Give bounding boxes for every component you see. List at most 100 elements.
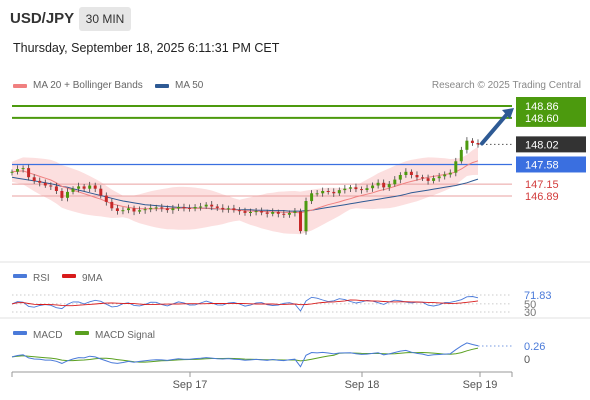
rsi-level-30-label: 30 <box>524 307 536 319</box>
candle-body <box>387 184 391 188</box>
candle-body <box>138 210 142 212</box>
candle-body <box>54 186 58 191</box>
candle-body <box>382 182 386 188</box>
candle-body <box>304 201 308 232</box>
macd-zero-label: 0 <box>524 354 530 366</box>
candle-body <box>404 171 408 175</box>
candle-body <box>310 193 314 202</box>
candle-body <box>282 213 286 215</box>
candle-body <box>265 212 269 214</box>
datetime-label: Thursday, September 18, 2025 6:11:31 PM … <box>13 41 280 55</box>
candle-body <box>210 204 214 207</box>
candle-body <box>243 211 247 213</box>
candle-body <box>60 191 64 198</box>
candle-body <box>104 195 108 202</box>
symbol-title: USD/JPY <box>10 10 75 27</box>
candle-body <box>21 168 25 170</box>
candle-body <box>332 191 336 194</box>
x-axis-tick-label: Sep 17 <box>173 379 208 391</box>
candle-body <box>232 208 236 211</box>
candle-body <box>204 204 208 207</box>
candle-body <box>193 207 197 209</box>
candle-body <box>326 191 330 192</box>
candle-body <box>43 182 47 186</box>
candle-body <box>476 143 480 145</box>
candle-body <box>176 207 180 209</box>
candle-body <box>93 185 97 189</box>
rsi-swatch-icon <box>13 274 27 278</box>
candle-body <box>470 140 474 143</box>
candle-body <box>171 208 175 211</box>
candle-body <box>443 174 447 177</box>
candle-body <box>115 208 119 211</box>
ma20-legend-label: MA 20 + Bollinger Bands <box>33 80 143 91</box>
candle-body <box>371 185 375 189</box>
macd-value-label: 0.26 <box>524 341 545 353</box>
candle-body <box>321 191 325 194</box>
target-level-label: 148.60 <box>525 113 559 125</box>
candle-body <box>82 186 86 189</box>
candle-body <box>254 211 258 213</box>
candle-body <box>32 177 36 181</box>
candle-body <box>299 211 302 232</box>
candle-body <box>66 191 69 198</box>
candle-body <box>221 207 225 210</box>
target-arrow-line <box>480 111 510 146</box>
candle-body <box>71 188 75 192</box>
rsi-level-50-label: 50 <box>524 299 536 311</box>
macd-swatch-icon <box>13 331 27 335</box>
candle-body <box>149 207 153 210</box>
candle-body <box>454 161 458 173</box>
x-axis-tick-label: Sep 19 <box>463 379 498 391</box>
target-arrow-head <box>502 108 514 119</box>
support-level-label: 147.15 <box>525 179 559 191</box>
candle-body <box>165 208 169 211</box>
rsi-legend-label: RSI <box>33 273 50 284</box>
candle-body <box>360 189 363 191</box>
macd-signal-legend-label: MACD Signal <box>95 330 155 341</box>
candle-body <box>16 169 19 172</box>
candle-body <box>426 178 430 181</box>
candle-body <box>160 207 164 209</box>
candle-body <box>249 212 252 213</box>
candle-body <box>437 176 441 179</box>
candle-body <box>188 207 191 209</box>
x-axis-tick-label: Sep 18 <box>345 379 380 391</box>
last-price-label: 148.02 <box>525 139 559 151</box>
candle-body <box>182 207 186 208</box>
pivot-level-label: 147.58 <box>525 159 559 171</box>
candle-body <box>409 171 413 175</box>
candle-body <box>365 188 369 190</box>
macd-signal-swatch-icon <box>75 331 89 335</box>
candle-body <box>199 206 203 208</box>
timeframe-button[interactable]: 30 MIN <box>79 7 131 31</box>
candle-body <box>354 187 358 190</box>
candle-body <box>343 188 347 191</box>
candle-body <box>132 208 136 212</box>
support-level-label: 146.89 <box>525 191 559 203</box>
candle-body <box>27 168 31 178</box>
rsi-line <box>11 296 479 312</box>
rsi-ma-legend-label: 9MA <box>82 273 103 284</box>
target-levels-badge <box>516 97 586 127</box>
macd-signal-line <box>11 347 479 363</box>
candle-body <box>77 186 81 189</box>
candle-body <box>88 185 92 189</box>
candle-body <box>110 201 114 209</box>
candle-body <box>38 180 42 183</box>
rsi-value-label: 71.83 <box>524 290 552 302</box>
candle-body <box>421 177 424 179</box>
candle-body <box>143 209 147 211</box>
candle-body <box>226 208 230 210</box>
candle-body <box>260 211 264 213</box>
candle-body <box>315 193 319 195</box>
candle-body <box>448 172 452 175</box>
candle-body <box>154 207 158 209</box>
candle-body <box>337 190 341 194</box>
candle-body <box>415 175 419 178</box>
candle-body <box>99 188 103 196</box>
candle-body <box>432 178 436 181</box>
pivot-level-badge <box>516 156 586 173</box>
candle-body <box>49 185 53 187</box>
